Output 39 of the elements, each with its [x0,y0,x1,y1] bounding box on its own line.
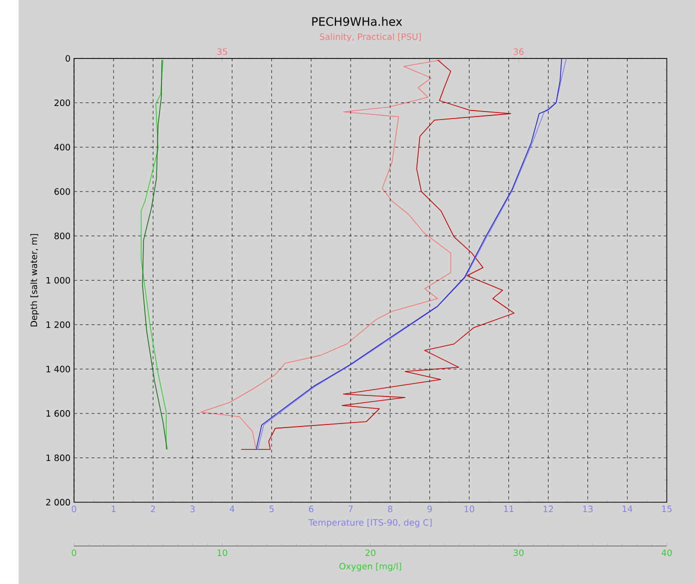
x-tick-label: 5 [270,506,274,512]
x-axis-title: Oxygen [mg/l] [339,562,402,572]
x-tick-label: 8 [388,506,392,512]
y-tick-label: 800 [54,232,70,240]
x-tick-label: 4 [230,506,234,512]
x-tick-label: 7 [348,506,353,512]
y-tick-label: 1 200 [46,321,70,328]
y-tick-label: 200 [54,99,70,106]
x-tick-label: 0 [72,549,76,556]
x-tick-label: 14 [622,506,632,512]
x-tick-label: 6 [308,506,314,512]
x-tick-label: 40 [662,549,672,556]
x2-tick-label: 36 [514,48,524,55]
x-tick-label: 3 [190,506,195,512]
x-tick-label: 12 [544,506,553,512]
x-tick-label: 15 [662,506,672,512]
chart-title: PECH9WHa.hex [312,16,402,26]
x-tick-label: 2 [150,506,155,512]
x2-axis-title: Salinity, Practical [PSU] [320,33,421,42]
y-tick-label: 2 000 [46,498,70,506]
y-tick-label: 1 600 [46,410,70,417]
y-axis-title: Depth [salt water, m] [30,234,39,326]
y-tick-label: 1 800 [46,454,70,462]
x-tick-label: 10 [464,506,474,512]
y-tick-label: 400 [54,144,70,150]
x-tick-label: 0 [72,506,76,512]
x-tick-label: 1 [112,506,116,512]
y-tick-label: 1 000 [46,277,70,284]
x-axis-title: Temperature [ITS-90, deg C] [308,518,432,528]
x-tick-label: 30 [514,549,524,556]
x-tick-label: 13 [583,506,593,512]
x-tick-label: 11 [504,506,514,512]
x-tick-label: 20 [365,549,376,556]
x-tick-label: 9 [427,506,432,512]
y-tick-label: 600 [54,188,70,195]
x2-tick-label: 35 [217,48,228,55]
y-tick-label: 1 400 [46,366,70,372]
y-tick-label: 0 [66,55,70,62]
x-tick-label: 10 [218,549,228,556]
